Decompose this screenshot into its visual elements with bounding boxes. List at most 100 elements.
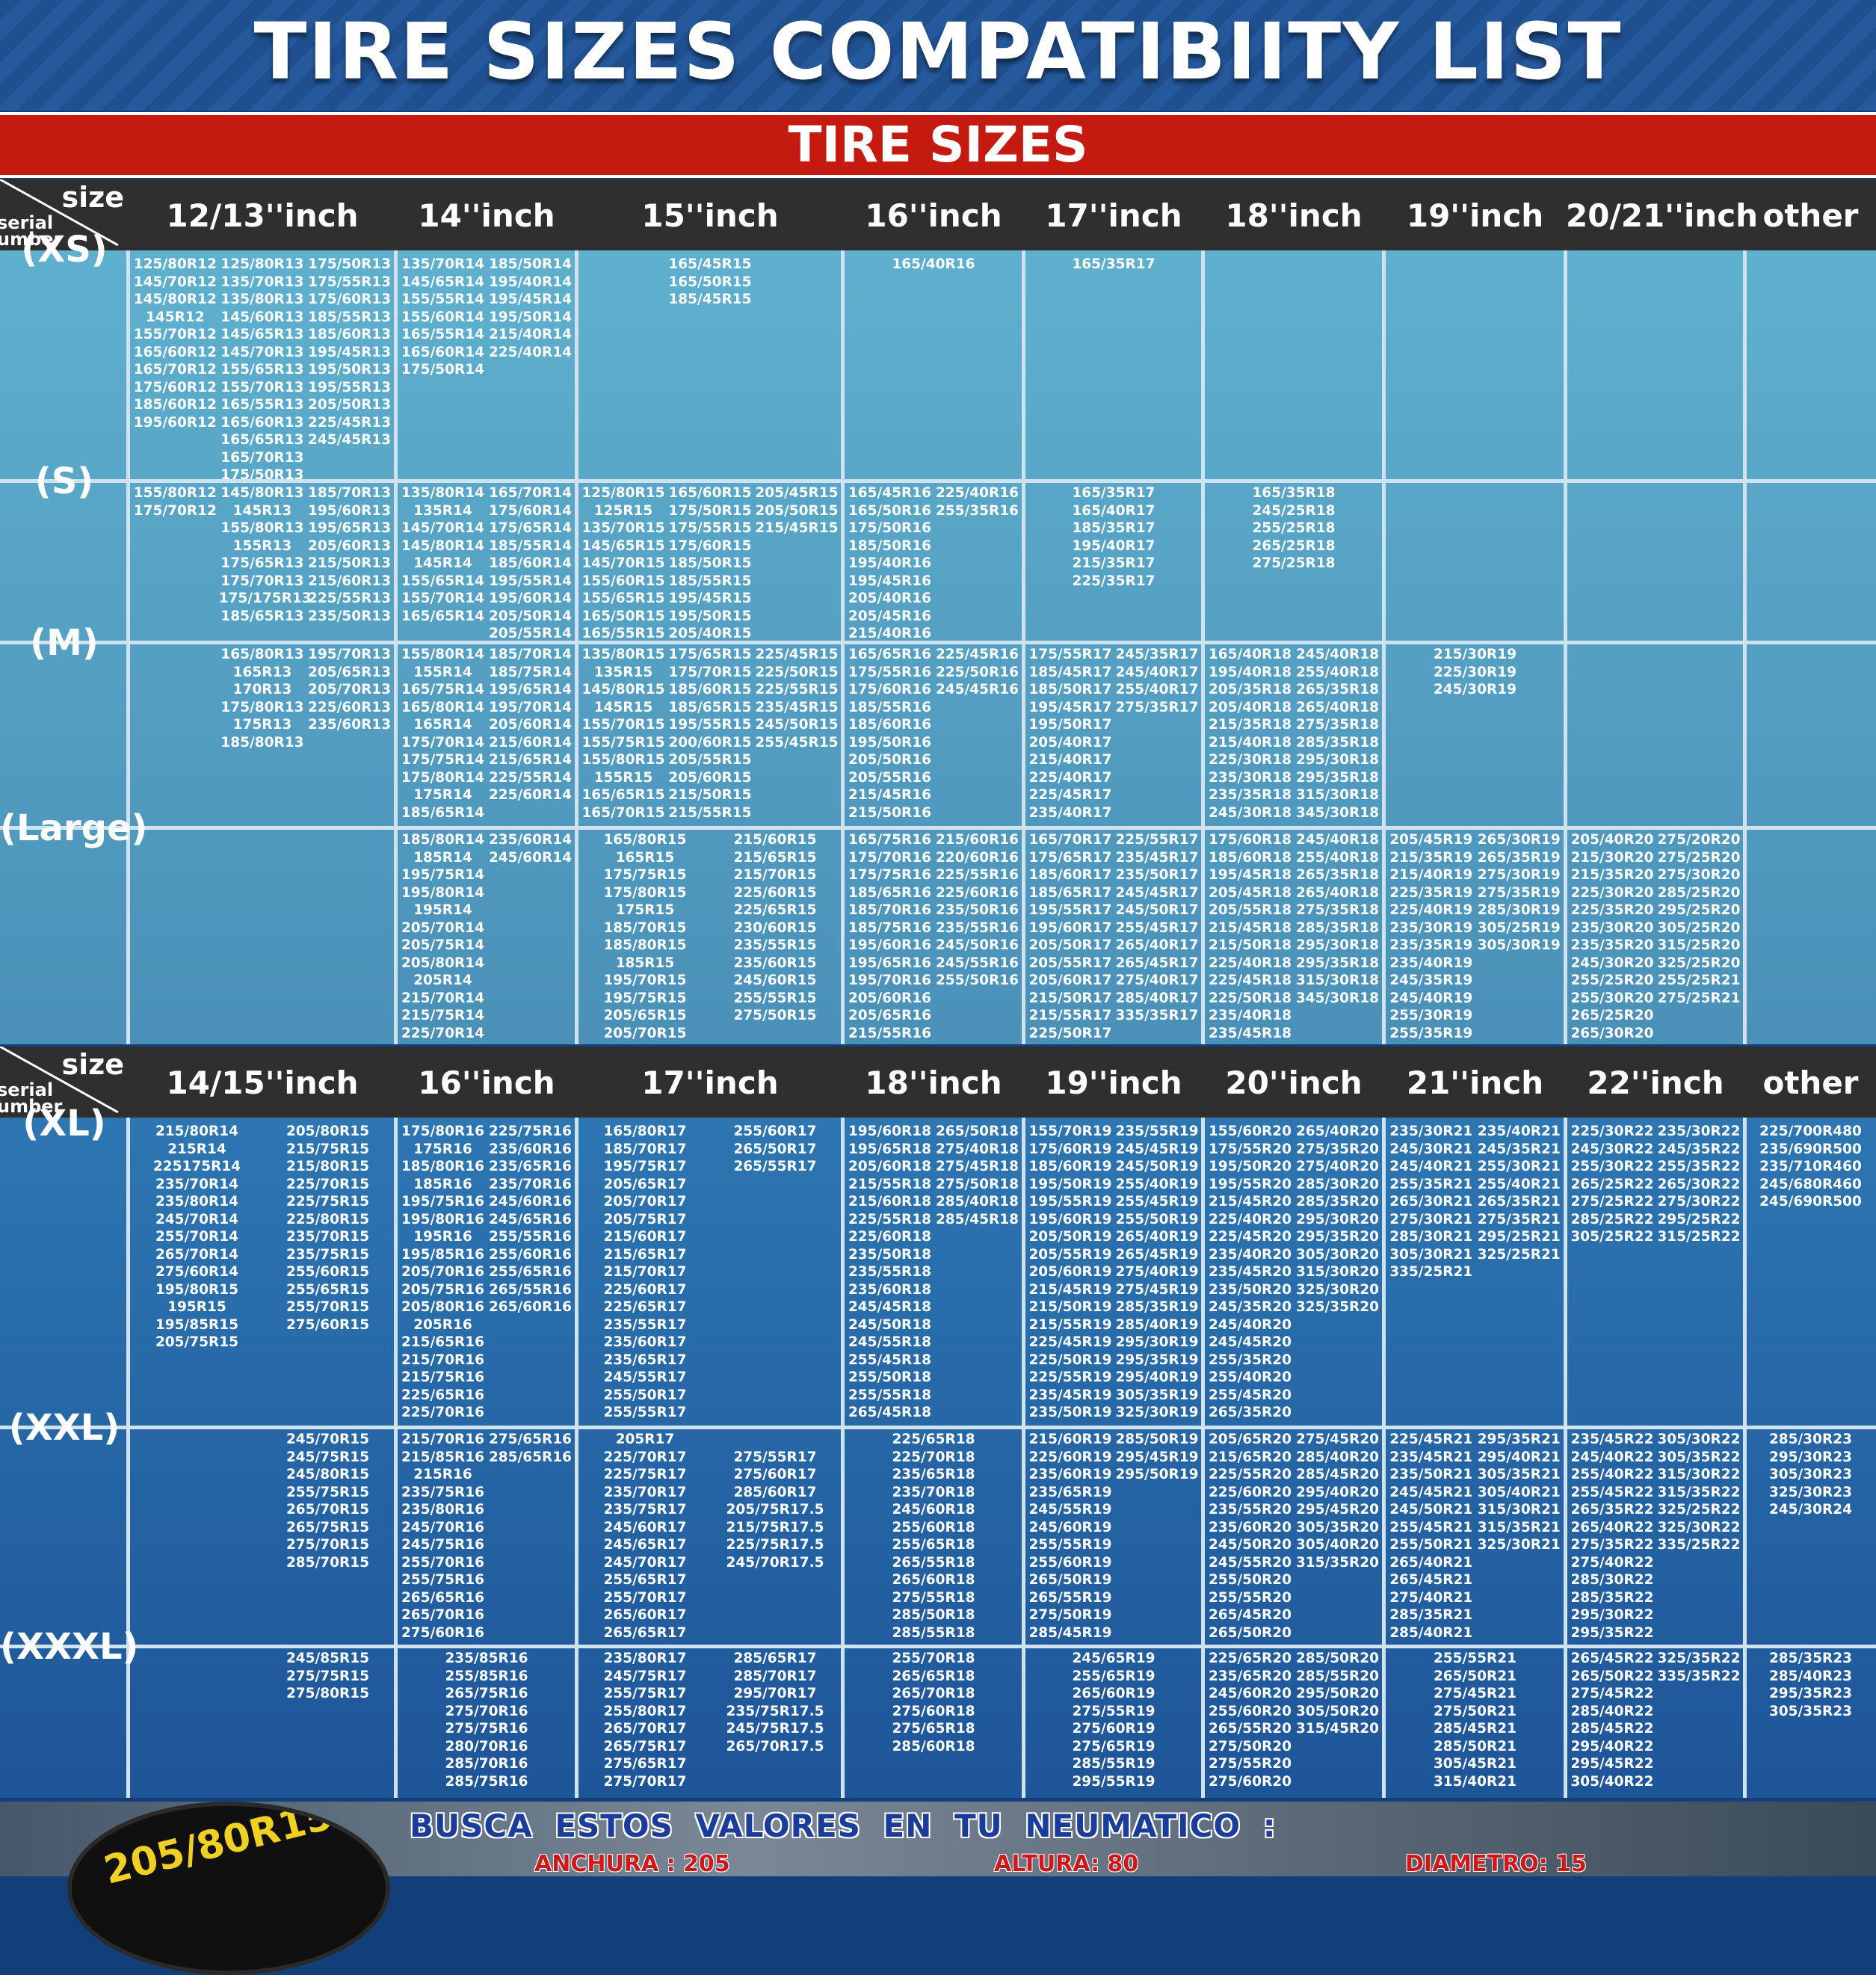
size-cell: 165/40R16 [846, 256, 1021, 479]
tire-size-entry: 275/45R20 [1295, 1432, 1380, 1447]
tire-size-entry: 245/70R14 [155, 1211, 239, 1227]
tire-size-entry: 295/35R18 [1295, 955, 1380, 971]
tire-size-entry: 195/55R20 [1208, 1176, 1292, 1192]
row-label: (XL) [22, 1103, 106, 1144]
tire-size-entry: 255/70R14 [155, 1229, 239, 1245]
tire-size-entry: 275/40R19 [1115, 1264, 1199, 1280]
tire-size-entry: 175/80R16 [401, 1124, 485, 1139]
tire-size-entry: 285/50R18 [892, 1607, 975, 1623]
tire-size-entry: 200/60R15 [668, 734, 752, 751]
tire-size-entry: 245/35R19 [1389, 973, 1473, 988]
column-header: 12/13''inch [166, 197, 359, 234]
tire-size-entry: 245/70R17 [603, 1554, 687, 1571]
tire-size-entry: 185/65R17 [1028, 884, 1112, 901]
tire-size-entry: 255/50R20 [1208, 1572, 1292, 1588]
tire-size-entry: 265/35R21 [1477, 1194, 1561, 1210]
tire-size-entry: 205/50R19 [1028, 1229, 1112, 1245]
tire-size-entry: 235/70R16 [488, 1176, 573, 1192]
tire-size-entry: 215/30R20 [1570, 849, 1654, 866]
grid-divider-vertical [1022, 1118, 1025, 1798]
tire-size-entry: 275/45R18 [935, 1159, 1019, 1174]
tire-size-entry: 195/80R14 [401, 884, 485, 901]
tire-size-entry: 215/50R13 [308, 555, 392, 571]
tire-size-entry [487, 866, 574, 884]
tire-size-entry: 205/45R18 [1208, 884, 1292, 901]
tire-size-entry: 195/55R15 [668, 717, 752, 733]
tire-size-entry: 205/45R15 [755, 485, 839, 501]
tire-size-entry: 305/30R19 [1477, 937, 1561, 953]
tire-size-entry: 175/75R16 [848, 867, 932, 883]
tire-size-entry: 335/35R22 [1657, 1668, 1741, 1684]
tire-size-entry: 175/60R12 [133, 379, 217, 395]
tire-size-entry: 195/50R15 [668, 608, 752, 624]
tire-size-entry: 335/25R22 [1657, 1537, 1741, 1553]
size-cell: 245/85R15 275/75R15 275/80R15 [132, 1650, 393, 1794]
size-cell: 165/80R15 215/60R15 165R15 215/65R15 175/75R… [580, 831, 840, 1041]
tire-size-entry: 205/50R15 [755, 502, 839, 519]
tire-size-entry: 255/55R21 [1433, 1651, 1517, 1666]
tire-size-entry: 315/25R22 [1657, 1229, 1741, 1245]
tire-size-entry: 225/70R17 [603, 1449, 687, 1465]
subtitle: TIRE SIZES [788, 116, 1088, 173]
size-cell: 195/60R18 265/50R18195/65R18 275/40R18205/… [846, 1123, 1021, 1426]
tire-size-entry: 195/45R16 [848, 573, 932, 589]
tire-size-entry: 145/65R14 [401, 274, 485, 290]
tire-size-entry: 165/80R13 [220, 647, 304, 662]
tire-size-entry: 225/45R17 [1028, 787, 1112, 803]
tire-size-entry: 235/75R15 [286, 1246, 370, 1263]
tire-size-entry: 205/60R18 [848, 1159, 932, 1174]
tire-size-entry: 255/30R22 [1570, 1159, 1654, 1174]
tire-size-entry [1114, 1554, 1200, 1572]
tire-size-entry: 285/70R16 [445, 1756, 528, 1772]
size-cell: 175/55R17 245/35R17185/45R17 245/40R17185/… [1027, 646, 1200, 826]
tire-size-entry: 265/45R18 [848, 1405, 932, 1420]
row-label: (XXL) [8, 1407, 120, 1449]
tire-size-entry: 205/50R13 [308, 397, 392, 413]
size-cell: 155/70R19 235/55R19175/60R19 245/45R19185/… [1027, 1123, 1200, 1426]
tire-size-entry: 165/60R13 [220, 414, 304, 431]
tire-size-entry [487, 1501, 574, 1519]
tire-size-entry: 255/65R17 [603, 1572, 687, 1588]
tire-size-entry [934, 786, 1021, 804]
tire-size-entry: 145/65R15 [581, 537, 665, 554]
size-cell: 165/65R16 225/45R16175/55R16 225/50R16175/… [846, 646, 1021, 826]
tire-size-entry [710, 1193, 840, 1211]
tire-size-entry: 195/80R16 [401, 1211, 485, 1227]
tire-size-entry: 145/80R13 [220, 485, 304, 501]
tire-size-entry: 305/25R22 [1570, 1229, 1654, 1245]
tire-size-entry: 235/40R17 [1028, 804, 1112, 821]
tire-illustration: 205/80R15 [67, 1802, 390, 1975]
tire-size-entry [934, 734, 1021, 752]
tire-size-entry: 245/55R20 [1208, 1554, 1292, 1571]
tire-size-entry [1294, 1387, 1381, 1405]
tire-size-entry [753, 804, 840, 822]
tire-size-entry: 265/55R20 [1208, 1721, 1292, 1737]
tire-size-entry: 205R14 [413, 973, 472, 988]
tire-size-entry: 185R15 [615, 955, 675, 971]
tire-size-entry: 145/80R12 [133, 292, 217, 307]
tire-size-entry: 275/60R18 [892, 1703, 975, 1719]
tire-size-entry: 305/35R22 [1657, 1449, 1741, 1465]
tire-size-entry: 185/70R13 [308, 485, 392, 501]
tire-size-entry: 265/55R17 [733, 1159, 817, 1174]
tire-size-entry: 145/70R15 [581, 555, 665, 571]
tire-size-entry: 305/35R21 [1477, 1467, 1561, 1482]
title-band [0, 0, 1876, 111]
tire-size-entry: 245/50R18 [848, 1316, 932, 1333]
tire-size-entry: 265/65R18 [892, 1668, 975, 1684]
tire-size-entry: 255/40R22 [1570, 1467, 1654, 1482]
tire-size-entry: 275/35R19 [1477, 884, 1561, 901]
tire-size-entry: 205/65R13 [308, 664, 392, 680]
tire-size-entry: 225/70R18 [892, 1449, 975, 1465]
tire-size-entry: 215/60R13 [308, 573, 392, 589]
tire-size-entry: 275/35R18 [1295, 902, 1380, 918]
tire-size-entry: 275/50R21 [1433, 1703, 1517, 1719]
tire-size-entry: 185/55R14 [488, 537, 573, 554]
tire-size-entry [487, 972, 574, 990]
tire-size-entry: 265/70R14 [155, 1246, 239, 1263]
grid-divider-vertical [1022, 250, 1025, 1044]
tire-size-entry: 245/55R19 [1028, 1502, 1112, 1518]
tire-size-entry: 215/55R15 [668, 804, 752, 821]
tire-size-entry [132, 1431, 262, 1449]
tire-size-entry: 285/30R20 [1295, 1176, 1380, 1192]
